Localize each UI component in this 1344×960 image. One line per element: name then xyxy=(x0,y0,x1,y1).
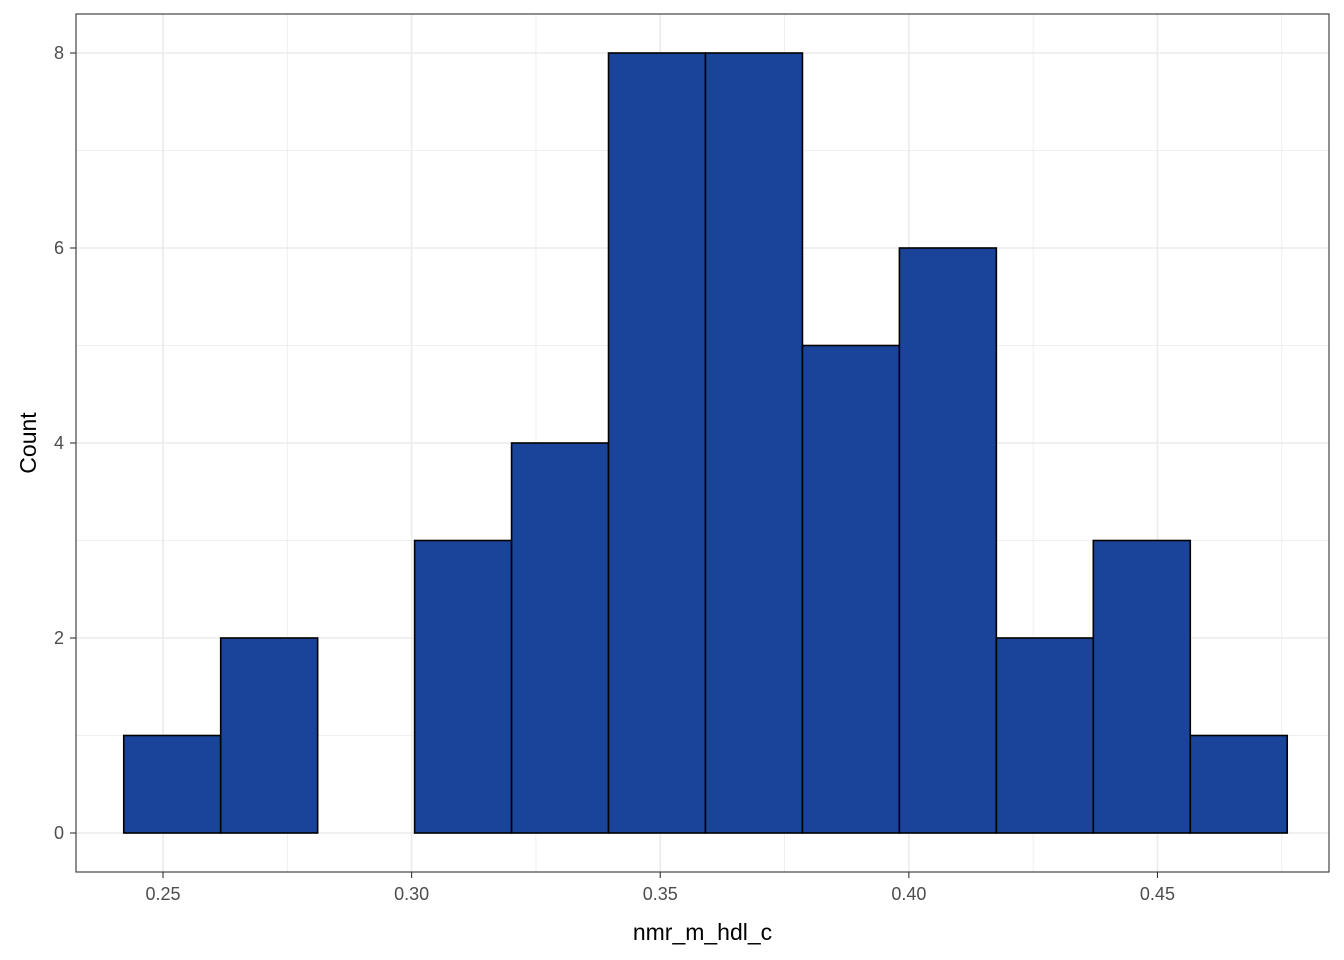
x-axis: 0.25 0.30 0.35 0.40 0.45 xyxy=(145,872,1175,904)
histogram-bar xyxy=(122,734,222,834)
y-axis: 0 2 4 6 8 xyxy=(54,43,76,843)
y-tick-label: 4 xyxy=(54,433,64,453)
histogram-bar xyxy=(1189,734,1289,834)
x-tick-label: 0.30 xyxy=(394,884,429,904)
histogram-bar xyxy=(510,442,610,834)
histogram-bar xyxy=(607,52,707,834)
x-tick-label: 0.35 xyxy=(643,884,678,904)
histogram-bar xyxy=(898,247,998,834)
histogram-bars xyxy=(122,52,1289,834)
histogram-bar xyxy=(219,637,319,834)
x-tick-label: 0.25 xyxy=(145,884,180,904)
y-tick-label: 0 xyxy=(54,823,64,843)
histogram-bar xyxy=(995,637,1095,834)
histogram-bar xyxy=(413,539,513,834)
y-tick-label: 6 xyxy=(54,238,64,258)
y-tick-label: 8 xyxy=(54,43,64,63)
histogram-bar xyxy=(801,344,901,834)
y-axis-title: Count xyxy=(15,412,41,474)
x-tick-label: 0.40 xyxy=(891,884,926,904)
histogram-bar xyxy=(1092,539,1192,834)
x-tick-label: 0.45 xyxy=(1140,884,1175,904)
x-axis-title: nmr_m_hdl_c xyxy=(633,919,772,945)
y-tick-label: 2 xyxy=(54,628,64,648)
histogram-bar xyxy=(704,52,804,834)
